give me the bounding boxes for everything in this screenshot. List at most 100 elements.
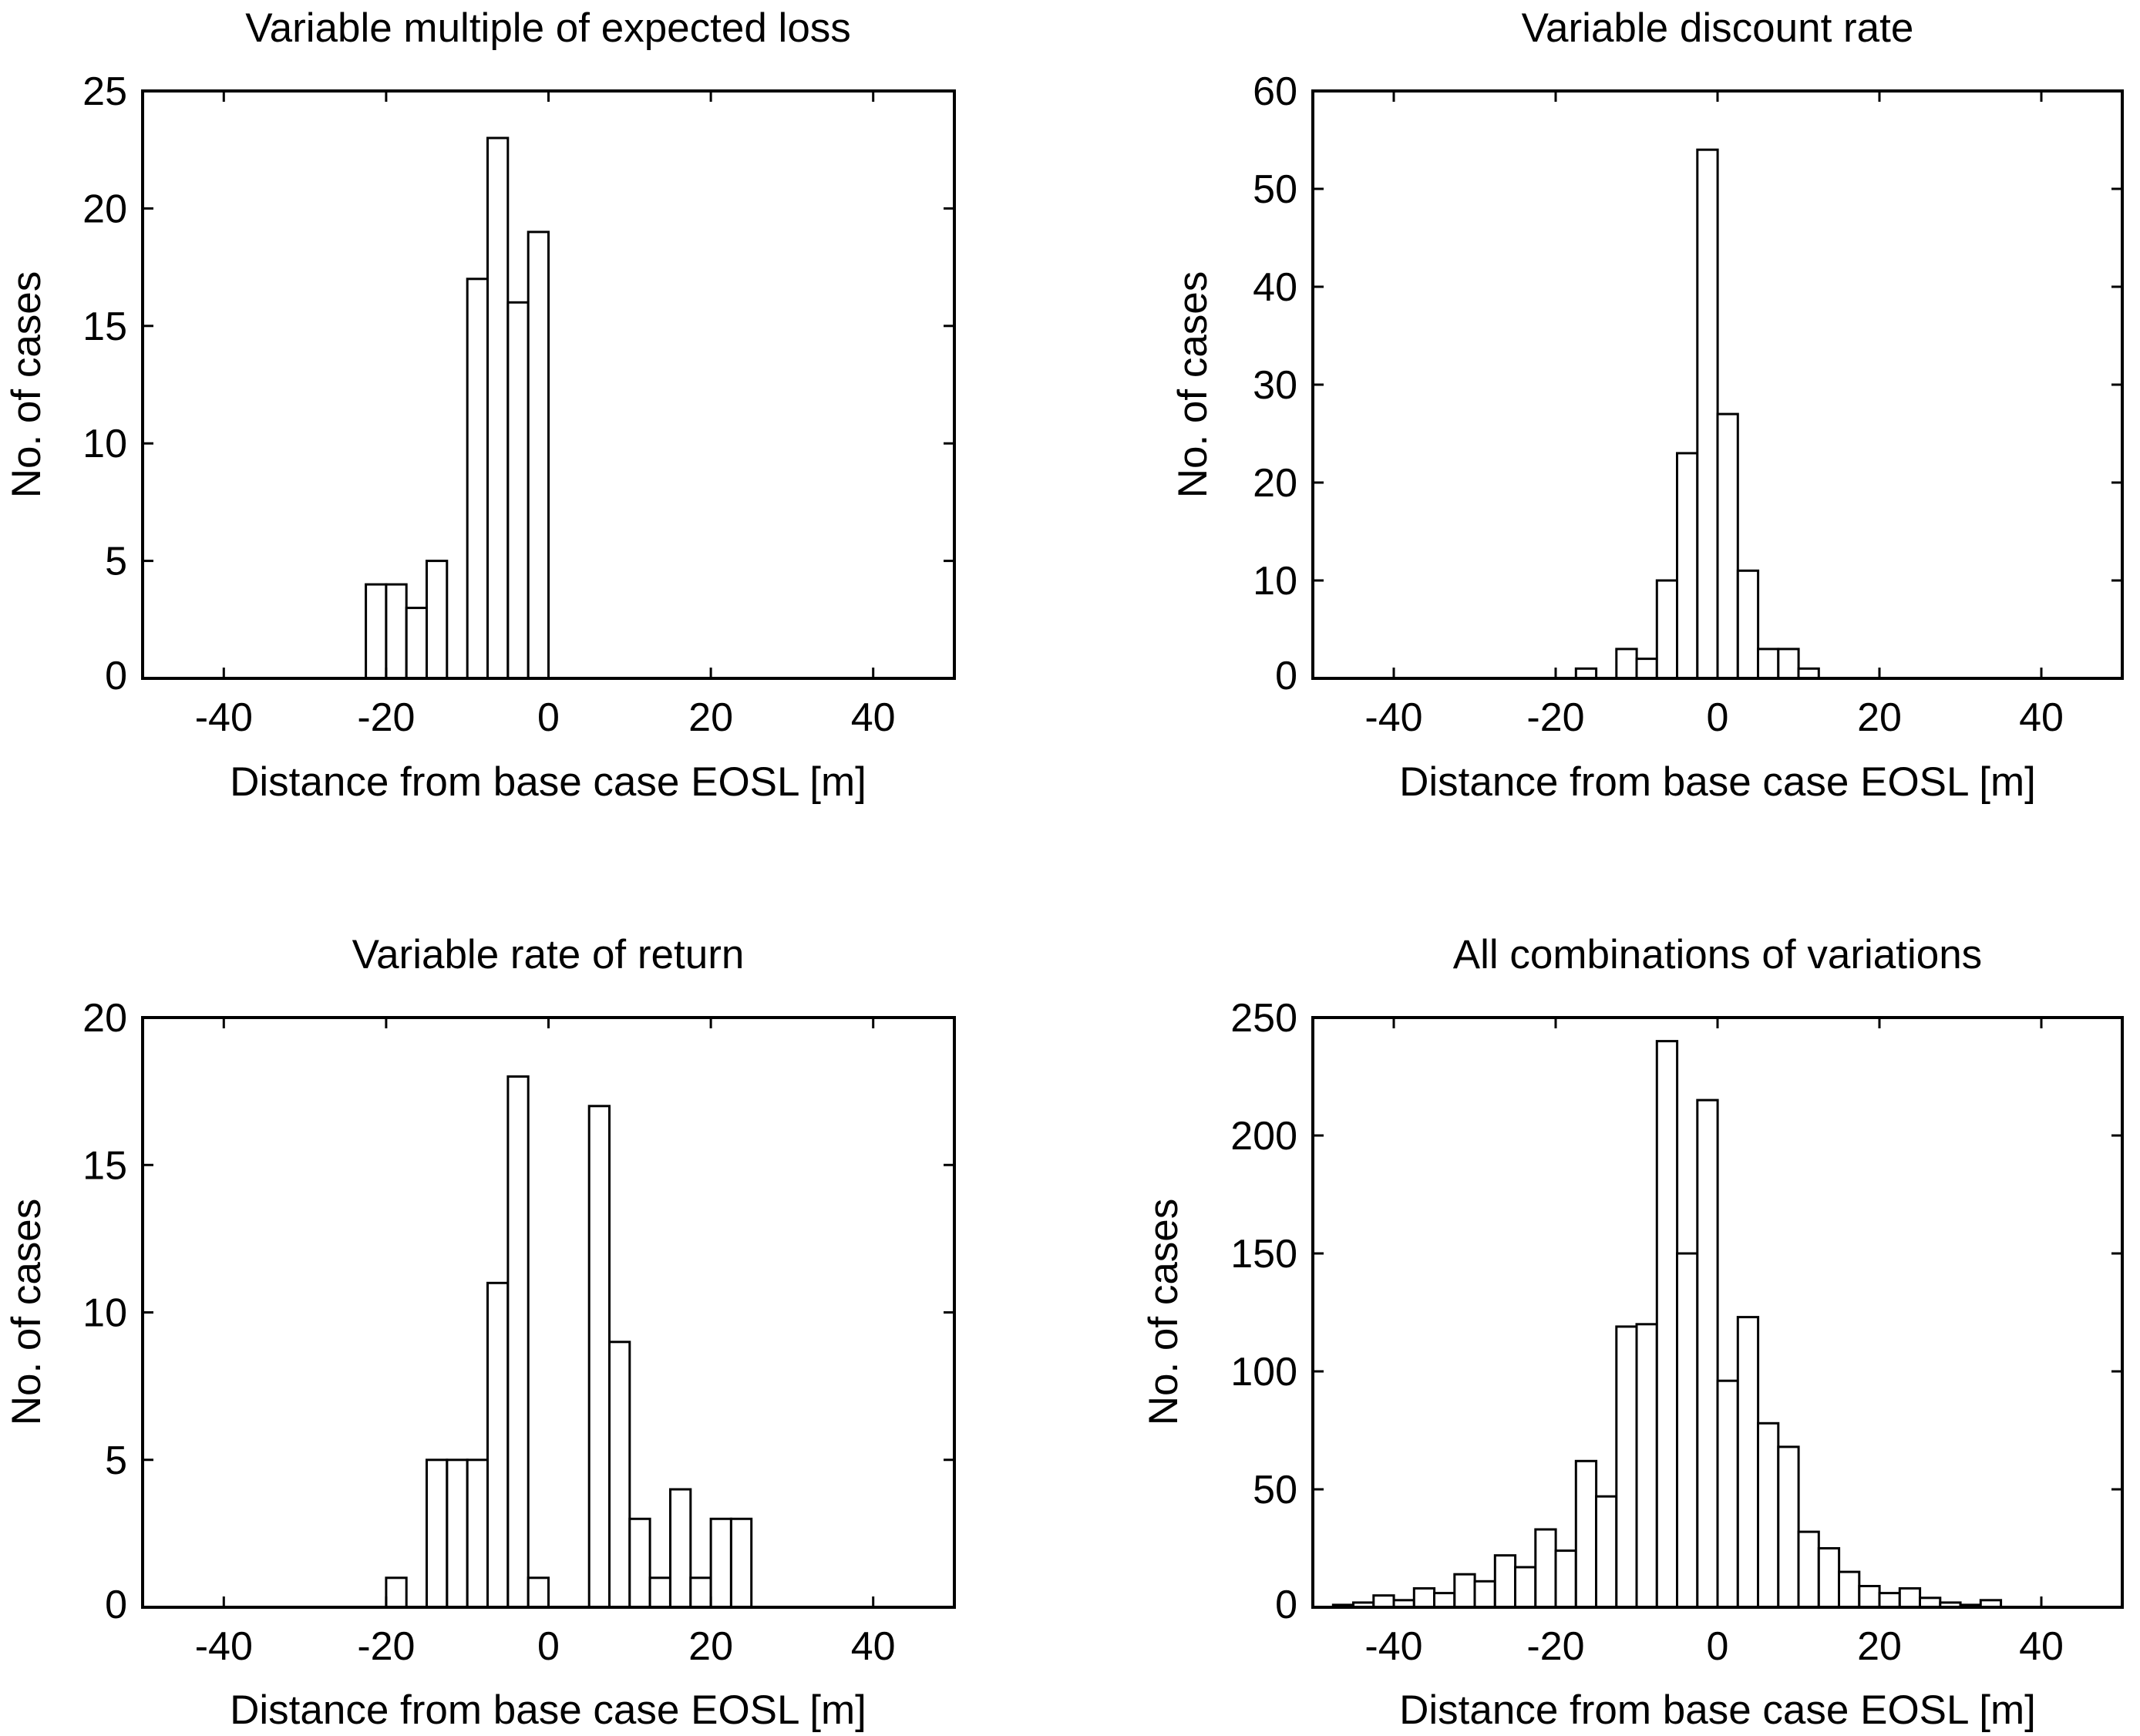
- panel-all-combinations: All combinations of variations No. of ca…: [1141, 932, 2124, 1733]
- bar-series: [1574, 148, 1820, 680]
- histogram-bar: [466, 278, 490, 680]
- histogram-bar: [1615, 1325, 1638, 1609]
- x-tick-label: 0: [537, 1624, 560, 1669]
- y-tick-label: 0: [1275, 1583, 1297, 1627]
- histogram-bar: [1615, 648, 1638, 680]
- plot-frame: [1311, 89, 2124, 680]
- histogram-bar: [1534, 1528, 1557, 1609]
- y-axis-label: No. of cases: [4, 271, 49, 499]
- histogram-bar: [1797, 1530, 1820, 1609]
- histogram-bar: [486, 136, 510, 680]
- histogram-bar: [1655, 579, 1679, 680]
- x-tick-label: 0: [1707, 1624, 1729, 1669]
- x-tick-labels: -40 -20 0 20 40: [1364, 1624, 2064, 1669]
- y-tick-label: 25: [82, 69, 127, 114]
- histogram-bar: [1412, 1587, 1436, 1609]
- histogram-bar: [1716, 1379, 1739, 1609]
- bar-series: [365, 136, 550, 680]
- histogram-bar: [1554, 1549, 1577, 1609]
- histogram-bar: [446, 1458, 469, 1609]
- y-tick-labels: 0 10 20 30 40 50 60: [1253, 69, 1297, 698]
- histogram-bar: [1473, 1580, 1496, 1609]
- y-tick-label: 10: [82, 422, 127, 466]
- x-tick-label: 20: [688, 695, 733, 740]
- x-tick-label: 20: [1857, 1624, 1902, 1669]
- histogram-bar: [1676, 452, 1699, 680]
- y-tick-label: 30: [1253, 363, 1297, 408]
- x-tick-label: 40: [851, 695, 896, 740]
- histogram-bar: [1777, 1445, 1800, 1609]
- histogram-bar: [1514, 1566, 1537, 1609]
- x-tick-labels: -40 -20 0 20 40: [195, 1624, 896, 1669]
- histogram-bar: [426, 560, 449, 680]
- histogram-bar: [1676, 1252, 1699, 1609]
- histogram-bar: [405, 607, 429, 680]
- histogram-bar: [1878, 1592, 1901, 1609]
- histogram-bar: [669, 1488, 692, 1609]
- histogram-bar: [628, 1517, 651, 1609]
- histogram-bar: [1777, 648, 1800, 680]
- chart-title: Variable rate of return: [352, 932, 745, 977]
- y-tick-label: 10: [82, 1291, 127, 1336]
- histogram-bar: [466, 1458, 490, 1609]
- y-tick-labels: 0 50 100 150 200 250: [1230, 996, 1297, 1627]
- histogram-bar: [506, 1075, 530, 1609]
- plot-frame: [141, 1016, 956, 1609]
- bar-series: [385, 1075, 753, 1609]
- histogram-bar: [1655, 1040, 1679, 1609]
- histogram-bar: [1716, 412, 1739, 680]
- panel-discount-rate: Variable discount rate No. of cases Dist…: [1170, 5, 2124, 805]
- y-tick-label: 0: [105, 654, 127, 698]
- histogram-bar: [648, 1576, 671, 1609]
- y-tick-labels: 0 5 10 15 20 25: [82, 69, 127, 698]
- y-tick-label: 5: [105, 1438, 127, 1483]
- histogram-bar: [1574, 1459, 1598, 1609]
- histogram-bar: [689, 1576, 712, 1609]
- histogram-bar: [365, 583, 388, 680]
- y-tick-label: 5: [105, 540, 127, 584]
- y-tick-label: 20: [1253, 461, 1297, 506]
- x-tick-label: 40: [2019, 1624, 2064, 1669]
- histogram-bar: [1838, 1570, 1861, 1609]
- histogram-bar: [506, 301, 530, 680]
- y-tick-label: 20: [82, 187, 127, 231]
- y-tick-label: 15: [82, 1143, 127, 1188]
- y-tick-label: 200: [1230, 1114, 1297, 1159]
- histogram-bar: [709, 1517, 732, 1609]
- x-tick-label: -40: [195, 1624, 253, 1669]
- histogram-bar: [1858, 1585, 1881, 1609]
- histogram-bar: [1635, 658, 1658, 680]
- y-tick-label: 10: [1253, 559, 1297, 604]
- histogram-bar: [1433, 1592, 1456, 1609]
- x-tick-label: 40: [851, 1624, 896, 1669]
- y-tick-label: 50: [1253, 167, 1297, 212]
- x-tick-label: 0: [537, 695, 560, 740]
- x-tick-label: 20: [1857, 695, 1902, 740]
- histogram-bar: [527, 1576, 550, 1609]
- chart-title: All combinations of variations: [1453, 932, 1982, 977]
- x-axis-label: Distance from base case EOSL [m]: [1399, 759, 2036, 805]
- histogram-bar: [1635, 1323, 1658, 1609]
- x-tick-label: 0: [1707, 695, 1729, 740]
- x-tick-label: -20: [1526, 695, 1584, 740]
- histogram-bar: [1372, 1594, 1395, 1609]
- chart-title: Variable multiple of expected loss: [245, 5, 851, 51]
- histogram-bar: [385, 1576, 408, 1609]
- x-axis-label: Distance from base case EOSL [m]: [1399, 1687, 2036, 1733]
- histogram-bar: [1757, 648, 1780, 680]
- x-tick-labels: -40 -20 0 20 40: [195, 695, 896, 740]
- bar-series: [1331, 1040, 2003, 1609]
- y-tick-label: 250: [1230, 996, 1297, 1041]
- y-axis-label: No. of cases: [1170, 271, 1216, 499]
- plot-frame: [141, 89, 956, 680]
- y-tick-label: 0: [1275, 654, 1297, 698]
- histogram-bar: [1736, 1316, 1760, 1609]
- histogram-bar: [1696, 148, 1719, 680]
- histogram-bar: [527, 230, 550, 680]
- x-tick-label: -20: [1526, 1624, 1584, 1669]
- histogram-bar: [1453, 1573, 1476, 1609]
- plot-frame: [1311, 1016, 2124, 1609]
- y-tick-label: 15: [82, 304, 127, 349]
- histogram-bar: [1898, 1587, 1922, 1609]
